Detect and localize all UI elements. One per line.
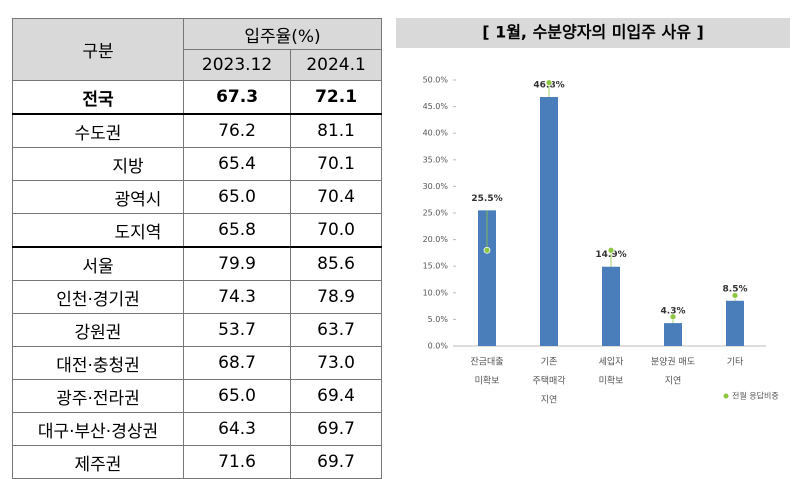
x-tick-label: 기존: [541, 357, 558, 368]
rate-cell: 70.0: [290, 213, 382, 248]
x-tick-label: 분양권 매도: [651, 356, 695, 368]
rate-cell: 74.3: [182, 280, 292, 314]
x-tick-label: 기타: [727, 357, 744, 368]
region-cell: 대구·부산·경상권: [12, 412, 184, 446]
x-tick-label: 주택매각: [532, 375, 565, 387]
rate-cell: 78.9: [290, 280, 382, 314]
region-cell: 제주권: [12, 445, 184, 479]
table-row: 전국 67.3 72.1: [12, 80, 382, 115]
x-tick-label: 지연: [665, 376, 682, 387]
chart-header: [396, 18, 790, 48]
rate-cell: 79.9: [182, 246, 292, 281]
region-cell: 강원권: [12, 313, 184, 347]
prev-dot: [607, 246, 615, 254]
y-tick-label: 20.0%: [423, 235, 449, 244]
region-cell: 도지역: [12, 213, 184, 248]
table-row: 광주·전라권 65.0 69.4: [12, 379, 382, 413]
table-row: 대구·부산·경상권 64.3 69.7: [12, 412, 382, 446]
bar: [602, 266, 620, 346]
table-row: 서울 79.9 85.6: [12, 246, 382, 281]
value-label: 8.5%: [723, 284, 748, 294]
y-tick-label: 10.0%: [423, 288, 449, 297]
rate-cell: 65.0: [182, 180, 292, 214]
y-tick-label: 5.0%: [428, 315, 449, 324]
rate-table: 구분 입주율(%) 2023.12 2024.1 전국 67.3 72.1 수도권 76…: [12, 18, 382, 479]
rate-cell: 69.7: [290, 412, 382, 446]
rate-cell: 67.3: [182, 80, 292, 115]
table-row: 도지역 65.8 70.0: [12, 213, 382, 248]
region-cell: 광역시: [12, 180, 184, 214]
value-label: 4.3%: [661, 307, 686, 317]
x-tick-label: 미확보: [599, 375, 624, 387]
rate-cell: 69.7: [290, 445, 382, 479]
x-tick-label: 미확보: [475, 375, 500, 387]
table-row: 지방 65.4 70.1: [12, 147, 382, 181]
table-row: 강원권 53.7 63.7: [12, 313, 382, 347]
region-cell: 서울: [12, 246, 184, 281]
rate-cell: 53.7: [182, 313, 292, 347]
value-label: 25.5%: [471, 194, 502, 204]
prev-dot: [483, 246, 491, 254]
rate-cell: 76.2: [182, 113, 292, 148]
region-cell: 수도권: [12, 113, 184, 148]
table-row: 대전·충청권 68.7 73.0: [12, 346, 382, 380]
rate-cell: 71.6: [182, 445, 292, 479]
header-group: 구분: [12, 18, 184, 81]
bar: [540, 97, 558, 346]
y-tick-label: 45.0%: [423, 102, 449, 111]
header-period: 2023.12: [182, 49, 292, 81]
rate-cell: 70.4: [290, 180, 382, 214]
rate-cell: 69.4: [290, 379, 382, 413]
bar: [478, 210, 496, 346]
table-row: 광역시 65.0 70.4: [12, 180, 382, 214]
rate-cell: 70.1: [290, 147, 382, 181]
rate-cell: 68.7: [182, 346, 292, 380]
y-tick-label: 15.0%: [423, 262, 449, 271]
table-row: 수도권 76.2 81.1: [12, 113, 382, 148]
x-tick-label: 세입자: [599, 356, 625, 368]
table-row: 인천·경기권 74.3 78.9: [12, 280, 382, 314]
y-tick-label: 40.0%: [423, 129, 449, 138]
rate-cell: 85.6: [290, 246, 382, 281]
region-cell: 전국: [12, 80, 184, 115]
page: 구분 입주율(%) 2023.12 2024.1 전국 67.3 72.1 수도권 76…: [12, 18, 790, 479]
bar: [664, 323, 682, 346]
table-row: 제주권 71.6 69.7: [12, 445, 382, 479]
y-tick-label: 35.0%: [423, 155, 449, 164]
rate-cell: 64.3: [182, 412, 292, 446]
header-rate: 입주율(%): [183, 18, 382, 50]
prev-dot: [669, 313, 677, 321]
legend-label: 전월 응답비중: [732, 391, 779, 401]
prev-dot: [545, 79, 553, 87]
rate-cell: 65.8: [182, 213, 292, 248]
region-cell: 지방: [12, 147, 184, 181]
y-tick-label: 50.0%: [423, 76, 449, 85]
x-tick-label: 지연: [541, 395, 558, 406]
region-cell: 대전·충청권: [12, 346, 184, 380]
rate-cell: 73.0: [290, 346, 382, 380]
rate-cell: 65.0: [182, 379, 292, 413]
region-cell: 광주·전라권: [12, 379, 184, 413]
y-tick-label: 0.0%: [428, 342, 449, 351]
rate-cell: 81.1: [290, 113, 382, 148]
chart: [ 1월, 수분양자의 미입주 사유 ] 0.0% 5.0% 10.0% 15.0% 2…: [396, 18, 790, 406]
y-tick-label: 30.0%: [423, 182, 449, 191]
rate-cell: 65.4: [182, 147, 292, 181]
header-period: 2024.1: [290, 49, 382, 81]
chart-title: [ 1월, 수분양자의 미입주 사유 ]: [482, 23, 704, 42]
x-tick-label: 잔금대출: [470, 357, 503, 368]
bar: [726, 300, 744, 346]
rate-cell: 63.7: [290, 313, 382, 347]
prev-dot: [731, 292, 739, 299]
region-cell: 인천·경기권: [12, 280, 184, 314]
y-tick-label: 25.0%: [423, 209, 449, 218]
rate-cell: 72.1: [290, 80, 382, 115]
legend-dot: [723, 393, 729, 399]
